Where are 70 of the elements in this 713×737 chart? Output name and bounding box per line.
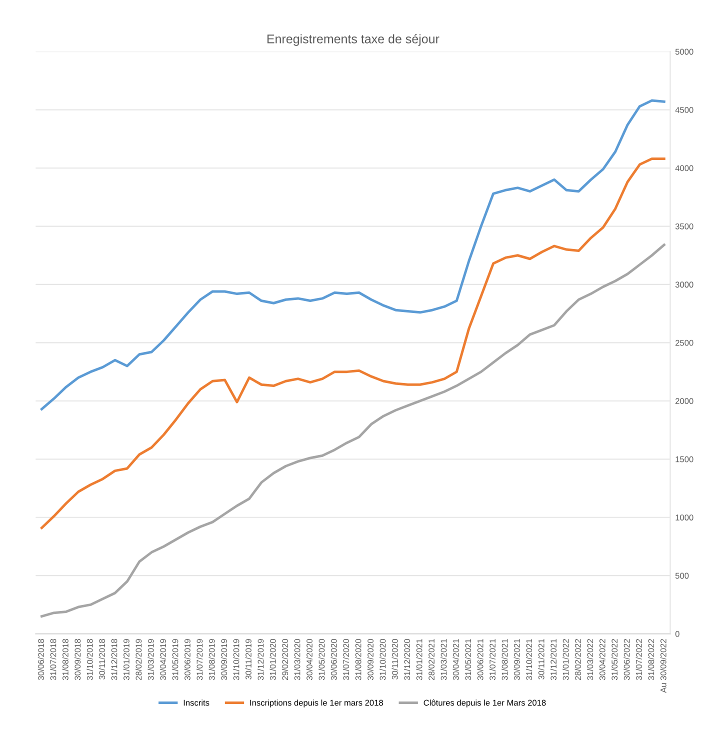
y-tick-label: 0 bbox=[675, 631, 680, 637]
x-tick-label: 31/12/2019 bbox=[258, 639, 264, 680]
x-tick-label: 30/09/2018 bbox=[74, 639, 81, 680]
line-series bbox=[40, 157, 666, 530]
y-tick-label: 5000 bbox=[675, 48, 694, 55]
y-tick-label: 2500 bbox=[676, 340, 694, 346]
chart-title: Enregistrements taxe de séjour bbox=[267, 34, 440, 46]
y-tick-label: 4000 bbox=[675, 165, 694, 172]
legend-label: Clôtures depuis le 1er Mars 2018 bbox=[424, 700, 546, 708]
x-tick-label: 31/08/2021 bbox=[502, 639, 508, 680]
x-tick-label: 31/05/2021 bbox=[464, 639, 472, 680]
x-tick-label: 31/12/2018 bbox=[111, 639, 118, 680]
x-tick-label: 31/03/2019 bbox=[148, 639, 154, 680]
x-tick-label: 30/11/2018 bbox=[98, 639, 106, 680]
x-tick-label: 28/02/2019 bbox=[135, 639, 142, 680]
x-tick-label: 31/12/2020 bbox=[404, 639, 410, 680]
x-tick-label: 31/07/2018 bbox=[50, 639, 56, 680]
x-tick-label: 31/10/2020 bbox=[380, 639, 386, 680]
x-tick-label: 31/01/2020 bbox=[270, 639, 276, 680]
x-tick-label: 30/04/2022 bbox=[599, 639, 606, 680]
x-tick-label: 31/01/2021 bbox=[416, 639, 422, 680]
x-tick-label: 31/08/2019 bbox=[208, 639, 215, 680]
x-tick-label: 31/08/2022 bbox=[648, 639, 654, 680]
x-tick-label: 30/09/2021 bbox=[514, 639, 520, 680]
x-tick-label: 30/11/2019 bbox=[245, 639, 252, 680]
x-tick-label: 31/10/2021 bbox=[526, 639, 532, 680]
x-tick-label: 28/02/2022 bbox=[574, 639, 581, 680]
x-tick-label: 30/09/2019 bbox=[220, 639, 228, 680]
line-series bbox=[40, 99, 666, 410]
x-tick-label: 31/03/2021 bbox=[440, 639, 447, 680]
y-tick-label: 2000 bbox=[676, 398, 694, 404]
x-tick-label: 31/10/2018 bbox=[86, 639, 93, 680]
y-tick-label: 3500 bbox=[675, 223, 694, 230]
y-tick-label: 4500 bbox=[675, 107, 694, 113]
legend-label: Inscriptions depuis le 1er mars 2018 bbox=[250, 700, 383, 708]
y-tick-label: 3000 bbox=[675, 282, 694, 288]
x-tick-label: 30/06/2018 bbox=[38, 639, 44, 680]
x-tick-label: 31/07/2020 bbox=[342, 639, 350, 680]
x-tick-label: 31/08/2018 bbox=[62, 639, 68, 680]
y-tick-label: 1500 bbox=[676, 456, 694, 462]
x-tick-label: 30/06/2019 bbox=[184, 639, 190, 680]
x-tick-label: 31/07/2022 bbox=[636, 639, 642, 680]
y-tick-label: 500 bbox=[675, 572, 689, 579]
x-tick-label: 31/08/2020 bbox=[355, 639, 362, 680]
x-tick-label: 31/10/2019 bbox=[233, 639, 240, 680]
x-tick-label: 28/02/2021 bbox=[428, 639, 434, 680]
x-tick-label: 30/09/2020 bbox=[367, 639, 374, 680]
x-tick-label: 31/05/2019 bbox=[172, 639, 178, 680]
x-tick-label: 31/01/2022 bbox=[562, 639, 569, 680]
x-tick-label: 31/05/2020 bbox=[318, 639, 325, 680]
x-tick-label: 30/11/2020 bbox=[392, 639, 398, 680]
x-tick-label: 30/06/2022 bbox=[624, 639, 630, 680]
line-series bbox=[40, 244, 666, 618]
x-tick-label: 31/07/2019 bbox=[196, 639, 203, 680]
x-tick-label: 29/02/2020 bbox=[282, 639, 288, 680]
x-tick-label: 31/12/2021 bbox=[550, 639, 557, 680]
x-tick-label: 31/03/2022 bbox=[587, 639, 594, 680]
legend-label: Inscrits bbox=[184, 700, 210, 706]
x-tick-label: 30/04/2019 bbox=[160, 639, 166, 680]
x-tick-label: 31/01/2019 bbox=[123, 639, 130, 680]
x-tick-label: 31/03/2020 bbox=[294, 639, 300, 680]
x-tick-label: 30/11/2021 bbox=[538, 639, 544, 680]
x-tick-label: 30/04/2020 bbox=[306, 639, 312, 680]
x-tick-label: 31/07/2021 bbox=[489, 639, 496, 680]
y-tick-label: 1000 bbox=[676, 514, 694, 520]
x-tick-label: 31/05/2022 bbox=[611, 639, 618, 680]
x-tick-label: Au 30/09/2022 bbox=[660, 639, 666, 693]
x-tick-label: 30/04/2021 bbox=[452, 639, 459, 680]
x-tick-label: 30/06/2021 bbox=[477, 639, 484, 680]
x-tick-label: 30/06/2020 bbox=[330, 639, 337, 680]
